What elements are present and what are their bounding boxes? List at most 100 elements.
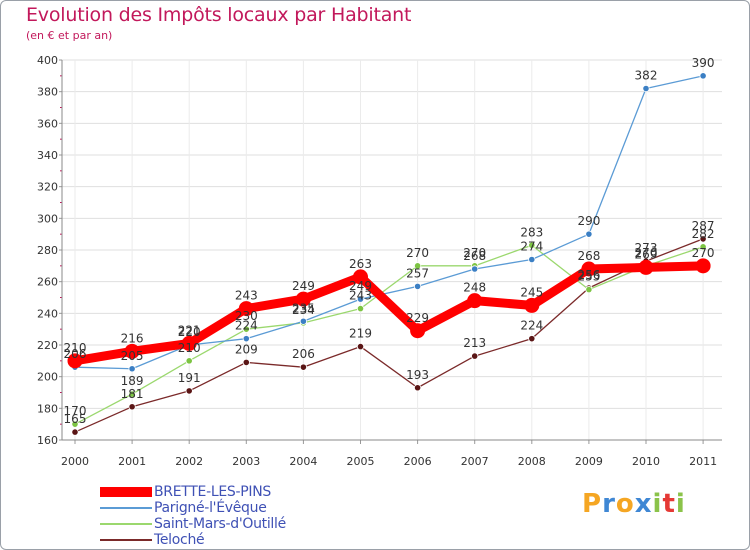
data-label: 210	[178, 341, 201, 355]
data-point	[585, 230, 593, 238]
data-label: 216	[121, 331, 144, 345]
data-label: 290	[577, 214, 600, 228]
data-point	[528, 241, 536, 249]
data-label: 220	[178, 325, 201, 339]
legend-swatch-teloche	[100, 539, 152, 541]
series-line-2	[74, 244, 704, 425]
data-point	[299, 317, 307, 325]
y-tick-label: 360	[37, 117, 58, 130]
data-label: 181	[121, 387, 144, 401]
data-label: 270	[635, 246, 658, 260]
legend-item-parigne: Parigné-l'Évêque	[100, 500, 360, 516]
data-label: 165	[64, 412, 87, 426]
data-point	[356, 304, 365, 313]
data-point	[128, 390, 136, 398]
x-tick-label: 2000	[61, 455, 89, 468]
data-point	[185, 357, 193, 365]
data-label: 249	[349, 279, 372, 293]
data-label: 249	[292, 279, 315, 293]
data-point	[128, 365, 136, 373]
data-point	[67, 353, 83, 369]
data-point	[528, 255, 536, 264]
x-tick-label: 2008	[518, 455, 546, 468]
data-label: 170	[64, 404, 87, 418]
logo-letter: x	[634, 489, 653, 519]
logo-letter: i	[652, 489, 663, 519]
data-label: 255	[577, 270, 600, 284]
data-point	[356, 295, 365, 303]
x-tick-label: 2011	[689, 455, 717, 468]
data-label: 235	[292, 301, 315, 315]
data-label: 229	[406, 311, 429, 325]
data-point	[242, 358, 250, 367]
logo-letter: o	[615, 489, 635, 519]
data-point	[410, 323, 426, 339]
data-point	[467, 293, 483, 309]
data-point	[413, 262, 422, 270]
data-point	[471, 265, 479, 273]
data-label: 269	[635, 247, 658, 261]
data-point	[238, 301, 254, 317]
data-label: 219	[349, 327, 372, 341]
data-point	[295, 291, 311, 307]
legend-item-saint-mars: Saint-Mars-d'Outillé	[100, 516, 360, 532]
legend-label-parigne: Parigné-l'Évêque	[154, 500, 267, 516]
legend-swatch-saint-mars	[100, 523, 152, 525]
legend-label-saint-mars: Saint-Mars-d'Outillé	[154, 516, 286, 532]
data-point	[642, 84, 650, 93]
chart-subtitle: (en € et par an)	[26, 29, 113, 42]
x-tick-label: 2007	[461, 455, 489, 468]
legend-swatch-parigne	[100, 507, 152, 509]
data-point	[528, 335, 536, 343]
y-tick-label: 160	[37, 434, 58, 447]
y-tick-label: 400	[37, 54, 58, 67]
data-label: 390	[692, 56, 715, 70]
data-label: 234	[292, 303, 315, 317]
x-tick-label: 2006	[404, 455, 432, 468]
proxiti-logo: Proxiti	[582, 489, 686, 519]
chart-title: Evolution des Impôts locaux par Habitant	[26, 4, 412, 26]
data-point	[699, 72, 707, 80]
data-point	[124, 343, 140, 359]
data-point	[185, 387, 193, 395]
logo-letter: P	[582, 489, 603, 519]
data-point	[181, 335, 197, 351]
data-label: 224	[520, 319, 543, 333]
data-label: 189	[121, 374, 144, 388]
data-label: 248	[463, 281, 486, 295]
legend-item-brette: BRETTE-LES-PINS	[100, 484, 360, 500]
data-point	[413, 282, 422, 291]
data-label: 270	[692, 246, 715, 260]
y-tick-label: 340	[37, 149, 58, 162]
data-label: 273	[635, 241, 658, 255]
legend-swatch-brette	[100, 487, 152, 497]
data-label: 224	[235, 319, 258, 333]
data-label: 243	[235, 289, 258, 303]
logo-letter: i	[675, 489, 686, 519]
y-tick-label: 380	[37, 86, 58, 99]
data-label: 243	[349, 289, 372, 303]
data-label: 230	[235, 309, 258, 323]
data-label: 221	[178, 323, 201, 337]
y-tick-label: 300	[37, 212, 58, 225]
data-label: 209	[235, 342, 258, 356]
x-tick-label: 2009	[575, 455, 603, 468]
data-point	[242, 325, 250, 333]
data-label: 263	[349, 257, 372, 271]
data-label: 205	[121, 349, 144, 363]
data-point	[413, 384, 422, 392]
y-tick-label: 200	[37, 371, 58, 384]
data-label: 256	[577, 268, 600, 282]
y-tick-label: 240	[37, 307, 58, 320]
legend: BRETTE-LES-PINS Parigné-l'Évêque Saint-M…	[100, 484, 360, 548]
x-tick-label: 2003	[232, 455, 260, 468]
series-line-0	[70, 261, 708, 366]
data-point	[353, 269, 368, 285]
data-label: 213	[463, 336, 486, 350]
data-label: 283	[520, 225, 543, 239]
data-label: 257	[406, 266, 429, 280]
data-point	[581, 261, 597, 277]
data-point	[585, 285, 593, 294]
data-label: 268	[577, 249, 600, 263]
x-tick-label: 2005	[347, 455, 375, 468]
